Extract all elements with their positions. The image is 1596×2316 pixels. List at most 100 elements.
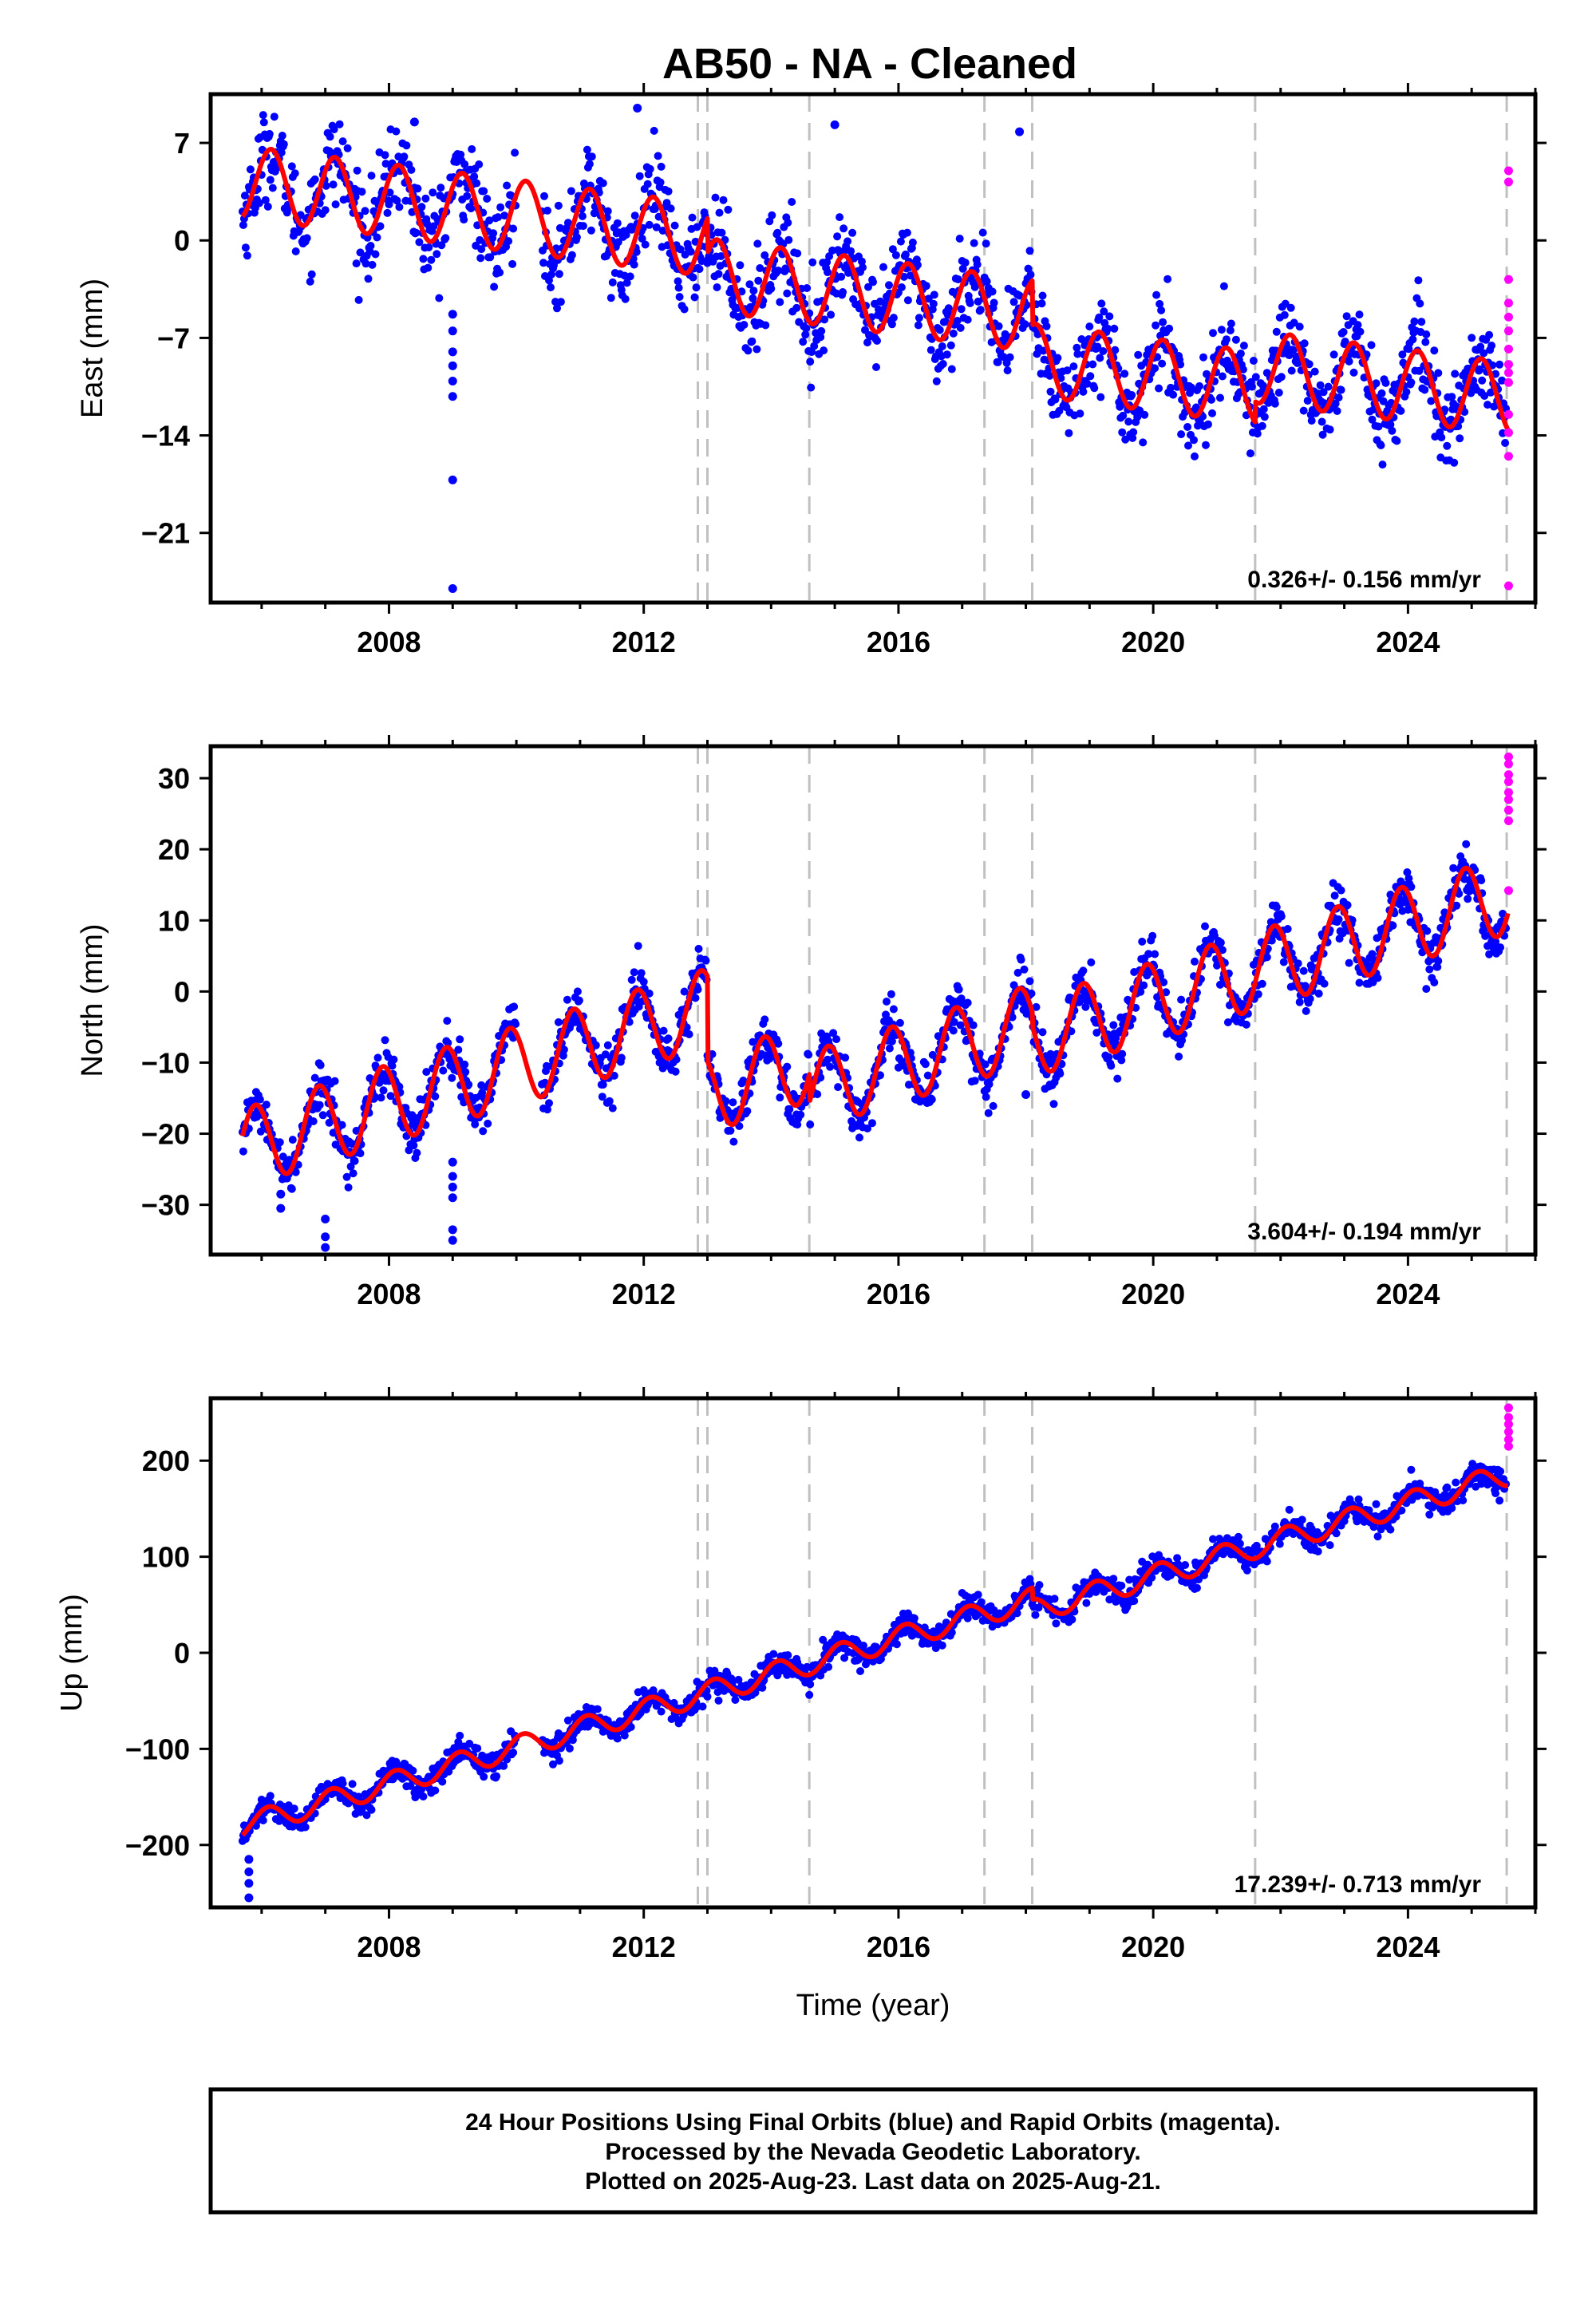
rapid-orbit-point [1503,377,1513,387]
final-orbit-point [837,272,846,281]
final-orbit-point [367,1805,376,1814]
final-orbit-point [456,1035,464,1044]
final-orbit-point [1254,990,1262,998]
final-orbit-point [690,293,699,302]
final-orbit-point [1104,1053,1113,1061]
final-orbit-point [938,360,947,368]
final-orbit-point [1280,310,1289,319]
final-orbit-point [622,279,631,287]
final-orbit-point [958,264,967,273]
final-orbit-point [1397,1506,1406,1515]
final-orbit-point [626,1723,635,1731]
final-orbit-point [572,233,581,242]
final-orbit-point [1277,373,1286,381]
final-orbit-point [559,1045,568,1054]
final-orbit-point [575,996,583,1005]
x-tick-label: 2016 [867,1278,930,1310]
final-orbit-point [400,152,409,161]
velocity-label-up: 17.239+/- 0.713 mm/yr [1235,1871,1482,1898]
final-orbit-point [1355,310,1364,319]
final-orbit-point [891,251,900,259]
final-orbit-point [1247,382,1256,391]
final-orbit-point [859,263,867,272]
final-orbit-point [1038,1028,1047,1037]
final-orbit-point [692,283,701,292]
final-orbit-point [610,1071,618,1080]
final-orbit-point [922,282,930,290]
final-orbit-point [543,1105,551,1114]
final-orbit-point [373,1053,382,1062]
x-axis-label: Time (year) [796,1989,950,2022]
final-orbit-point [1337,385,1345,394]
final-orbit-point [348,1780,357,1788]
final-orbit-point [287,1184,296,1193]
final-orbit-point [947,1628,956,1637]
final-orbit-point [634,1002,643,1011]
final-orbit-point [1305,360,1314,369]
velocity-label-east: 0.326+/- 0.156 mm/yr [1247,567,1481,593]
x-tick-label: 2008 [357,626,421,658]
final-orbit-point [932,377,941,385]
rapid-orbit-point [1503,452,1513,461]
rapid-orbit-point [1503,759,1513,769]
final-orbit-outlier [276,1189,286,1199]
final-orbit-point [606,294,615,302]
final-orbit-point [1272,327,1281,336]
final-orbit-point [310,1073,319,1082]
final-orbit-point [275,1138,284,1147]
final-orbit-point [1192,403,1200,412]
rapid-orbit-point [1503,1427,1513,1437]
final-orbit-point [1422,985,1431,994]
final-orbit-point [356,248,365,257]
final-orbit-point [1216,939,1225,947]
final-orbit-point [1485,330,1494,339]
final-orbit-point [1173,1554,1182,1563]
final-orbit-point [412,228,421,237]
x-tick-label: 2012 [612,626,676,658]
x-tick-label: 2012 [612,1278,676,1310]
final-orbit-outlier [1015,127,1025,136]
final-orbit-point [753,239,762,248]
final-orbit-point [729,1137,738,1146]
model-fit-line-up [240,1468,1510,1837]
final-orbit-point [549,1760,557,1769]
x-tick-label: 2020 [1121,626,1185,658]
final-orbit-point [1377,389,1386,397]
final-orbit-point [559,1051,567,1060]
final-orbit-point [496,268,504,277]
final-orbit-point [1129,428,1138,437]
final-orbit-point [806,358,815,366]
final-orbit-point [427,255,436,264]
final-orbit-point [1076,409,1084,418]
final-orbit-point [1124,417,1133,426]
final-orbit-point [774,267,783,275]
final-orbit-point [335,120,344,128]
final-orbit-point [806,1120,815,1128]
final-orbit-point [255,199,263,207]
final-orbit-point [1087,958,1096,966]
final-orbit-point [1334,915,1343,923]
final-orbit-point [413,184,422,193]
final-orbit-point [955,235,964,243]
final-orbit-point [470,172,479,181]
final-orbit-point [361,207,369,215]
final-orbit-point [1425,1510,1434,1519]
final-orbit-point [567,187,575,196]
final-orbit-point [635,172,644,180]
final-orbit-point [555,270,563,279]
final-orbit-point [982,277,991,286]
final-orbit-point [306,277,314,286]
final-orbit-point [1218,946,1227,954]
final-orbit-point [486,253,495,262]
final-orbit-point [386,1092,395,1101]
final-orbit-point [863,338,871,347]
final-orbit-point [824,268,832,277]
final-orbit-point [1117,1581,1126,1590]
final-orbit-point [889,314,898,322]
final-orbit-point [343,144,352,152]
x-tick-label: 2024 [1376,1278,1440,1310]
final-orbit-point [268,184,277,192]
rapid-orbit-points-up [1503,1403,1513,1451]
final-orbit-point [984,1109,993,1117]
final-orbit-point [630,211,639,220]
